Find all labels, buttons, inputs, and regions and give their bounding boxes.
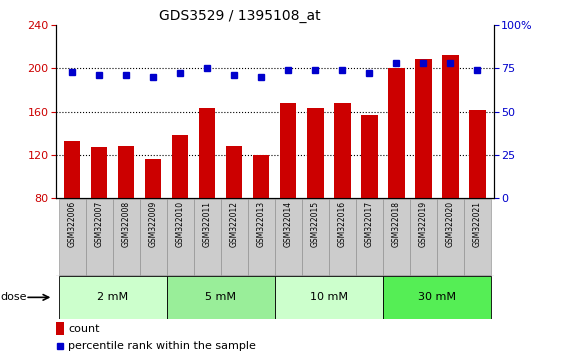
Bar [113,199,140,275]
Bar [470,110,486,198]
Text: GSM322019: GSM322019 [419,201,428,247]
Bar [59,199,85,275]
Bar [56,322,64,335]
Text: GSM322020: GSM322020 [446,201,455,247]
Bar [361,115,378,198]
Bar [253,155,269,198]
Bar [199,108,215,198]
Bar [410,199,436,275]
Bar [415,59,431,198]
Bar [388,68,404,198]
Bar [140,199,167,275]
Bar [307,108,324,198]
Text: GSM322010: GSM322010 [176,201,185,247]
Text: GSM322013: GSM322013 [257,201,266,247]
Text: dose: dose [1,292,27,302]
Text: GSM322009: GSM322009 [149,201,158,247]
Text: GSM322018: GSM322018 [392,201,401,247]
Bar [465,199,491,275]
Bar [334,103,351,198]
Bar [248,199,275,275]
Text: GSM322021: GSM322021 [473,201,482,247]
Text: GSM322014: GSM322014 [284,201,293,247]
Bar [383,276,491,319]
Bar [86,199,113,275]
Text: GSM322008: GSM322008 [122,201,131,247]
Bar [275,199,302,275]
Text: percentile rank within the sample: percentile rank within the sample [68,341,256,351]
Text: 2 mM: 2 mM [97,292,128,302]
Bar [145,159,162,198]
Bar [221,199,247,275]
Text: GSM322007: GSM322007 [95,201,104,247]
Text: 5 mM: 5 mM [205,292,236,302]
Bar [167,276,275,319]
Text: GSM322015: GSM322015 [311,201,320,247]
Bar [329,199,356,275]
Bar [118,146,135,198]
Text: GSM322011: GSM322011 [203,201,212,247]
Text: 10 mM: 10 mM [310,292,348,302]
Text: GSM322006: GSM322006 [68,201,77,247]
Bar [280,103,297,198]
Bar [383,199,410,275]
Bar [64,141,80,198]
Text: GDS3529 / 1395108_at: GDS3529 / 1395108_at [159,9,321,23]
Bar [302,199,329,275]
Text: GSM322017: GSM322017 [365,201,374,247]
Text: 30 mM: 30 mM [418,292,456,302]
Text: count: count [68,324,100,333]
Bar [437,199,464,275]
Bar [194,199,220,275]
Bar [91,147,107,198]
Bar [443,55,458,198]
Bar [226,146,242,198]
Bar [356,199,383,275]
Bar [172,135,188,198]
Text: GSM322016: GSM322016 [338,201,347,247]
Bar [167,199,194,275]
Bar [275,276,383,319]
Text: GSM322012: GSM322012 [230,201,239,247]
Bar [59,276,167,319]
